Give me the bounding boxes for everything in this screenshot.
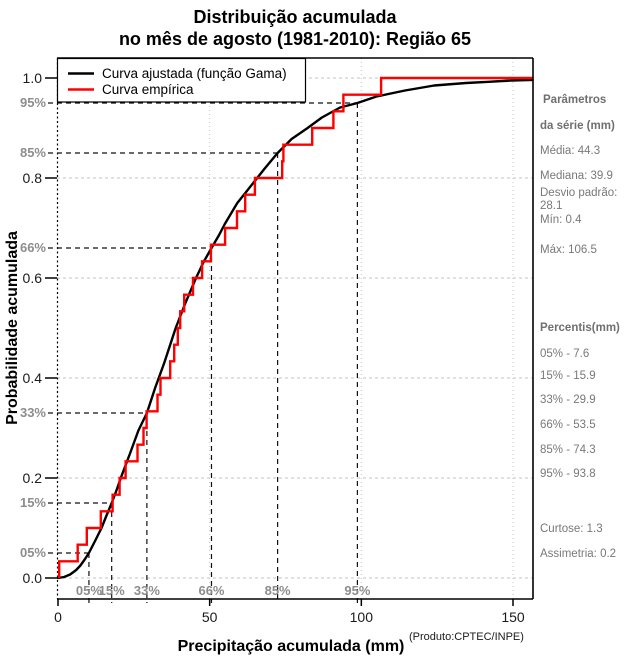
x-tick-label: 100 <box>350 609 374 625</box>
x-tick-label: 0 <box>54 609 62 625</box>
y-percent-label: 05% <box>20 545 46 560</box>
stat-line: Máx: 106.5 <box>540 244 597 256</box>
x-tick-label: 50 <box>202 609 218 625</box>
shape-stat-line: Assimetria: 0.2 <box>540 548 617 560</box>
x-percent-label: 95% <box>344 583 370 598</box>
percentile-line: 85% - 74.3 <box>540 444 596 456</box>
y-percent-label: 15% <box>20 495 46 510</box>
legend-label-empirical: Curva empírica <box>102 82 194 97</box>
percentile-line: 15% - 15.9 <box>540 370 596 382</box>
x-axis-title: Precipitação acumulada (mm) <box>178 638 405 655</box>
panel-header-serie: da série (mm) <box>540 120 615 132</box>
percentile-line: 95% - 93.8 <box>540 468 596 480</box>
panel-header-percentis: Percentis(mm) <box>540 322 620 334</box>
legend-box <box>56 57 307 103</box>
panel-header-parametros: Parâmetros <box>543 94 607 106</box>
y-percent-label: 66% <box>20 240 46 255</box>
percentile-line: 33% - 29.9 <box>540 394 596 406</box>
chart-title-line2: no mês de agosto (1981-2010): Região 65 <box>119 29 471 49</box>
x-percent-label: 33% <box>134 583 160 598</box>
shape-stat-line: Curtose: 1.3 <box>540 523 603 535</box>
x-percent-label: 05% <box>76 583 102 598</box>
y-percent-label: 33% <box>20 405 46 420</box>
y-tick-label: 0.4 <box>23 370 43 386</box>
statistics-panel: Parâmetros da série (mm) Média: 44.3 Medi… <box>538 0 638 660</box>
y-tick-label: 0.0 <box>23 570 43 586</box>
stat-line: Mediana: 39.9 <box>540 170 613 182</box>
empirical-step-curve <box>58 76 533 578</box>
y-tick-label: 0.8 <box>23 170 43 186</box>
x-tick-label: 150 <box>501 609 525 625</box>
y-axis-title: Probabilidade acumulada <box>4 231 21 425</box>
percentile-line: 66% - 53.5 <box>540 419 596 431</box>
y-percent-label: 95% <box>20 95 46 110</box>
y-percent-label: 85% <box>20 145 46 160</box>
legend: Curva ajustada (função Gama) Curva empír… <box>56 57 307 103</box>
x-percent-label: 66% <box>198 583 224 598</box>
stat-line: Média: 44.3 <box>540 145 601 157</box>
x-percent-label: 15% <box>99 583 125 598</box>
stat-line: Desvio padrão: 28.1 <box>540 187 618 212</box>
y-tick-label: 1.0 <box>23 70 43 86</box>
stat-line: Mín: 0.4 <box>540 214 582 226</box>
product-source-note: (Produto:CPTEC/INPE) <box>409 631 524 643</box>
legend-label-fitted: Curva ajustada (função Gama) <box>102 66 287 81</box>
percentile-line: 05% - 7.6 <box>540 348 590 360</box>
chart-title-line1: Distribuição acumulada <box>193 7 397 27</box>
y-tick-label: 0.2 <box>23 470 43 486</box>
plot-area: 05%05%15%15%33%33%66%66%85%85%95%95%0 50 1… <box>20 57 534 625</box>
y-tick-label: 0.6 <box>23 270 43 286</box>
fitted-gamma-curve <box>56 78 534 580</box>
x-percent-label: 85% <box>265 583 291 598</box>
